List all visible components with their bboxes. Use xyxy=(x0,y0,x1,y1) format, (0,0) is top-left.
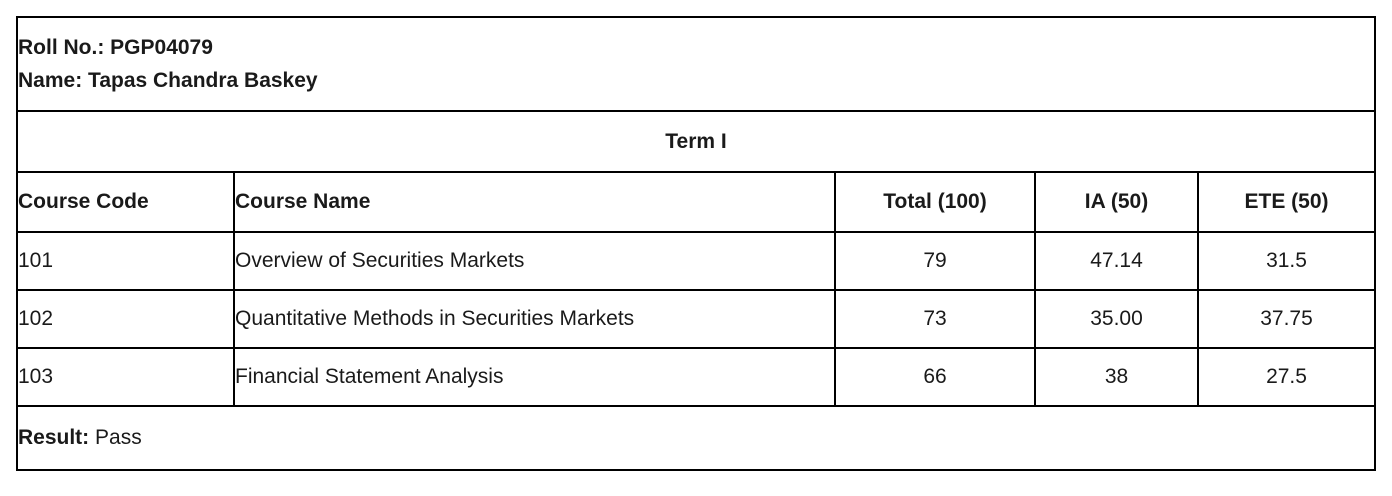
grade-report: Roll No.: PGP04079 Name: Tapas Chandra B… xyxy=(15,16,1377,471)
col-header-course-name: Course Name xyxy=(233,171,836,233)
roll-no-line: Roll No.: PGP04079 xyxy=(18,31,1374,64)
result-row: Result: Pass xyxy=(15,405,1377,471)
result-label: Result: xyxy=(18,426,90,449)
term-row: Term I xyxy=(15,110,1377,173)
col-header-ia: IA (50) xyxy=(1034,171,1199,233)
course-code: 101 xyxy=(16,231,235,291)
course-ia: 47.14 xyxy=(1034,231,1199,291)
course-total: 66 xyxy=(834,347,1036,407)
roll-no-label: Roll No.: xyxy=(18,36,105,59)
course-name: Overview of Securities Markets xyxy=(233,231,836,291)
course-ia: 35.00 xyxy=(1034,289,1199,349)
student-info-row: Roll No.: PGP04079 Name: Tapas Chandra B… xyxy=(15,16,1377,112)
course-code: 103 xyxy=(16,347,235,407)
table-row: 101 Overview of Securities Markets 79 47… xyxy=(16,231,1377,291)
table-row: 103 Financial Statement Analysis 66 38 2… xyxy=(16,347,1377,407)
result-cell: Result: Pass xyxy=(15,405,1377,471)
course-ete: 37.75 xyxy=(1196,289,1377,349)
student-name-label: Name: xyxy=(18,69,83,92)
roll-no-value: PGP04079 xyxy=(110,36,213,59)
student-name-line: Name: Tapas Chandra Baskey xyxy=(18,64,1374,97)
course-ia: 38 xyxy=(1034,347,1199,407)
course-name: Financial Statement Analysis xyxy=(233,347,836,407)
student-name-value: Tapas Chandra Baskey xyxy=(88,69,318,92)
table-row: 102 Quantitative Methods in Securities M… xyxy=(16,289,1377,349)
col-header-total: Total (100) xyxy=(834,171,1036,233)
grade-report-table: Roll No.: PGP04079 Name: Tapas Chandra B… xyxy=(15,16,1377,471)
term-title: Term I xyxy=(15,110,1377,173)
student-info-cell: Roll No.: PGP04079 Name: Tapas Chandra B… xyxy=(15,16,1377,112)
course-code: 102 xyxy=(16,289,235,349)
table-header-row: Course Code Course Name Total (100) IA (… xyxy=(16,171,1377,233)
col-header-course-code: Course Code xyxy=(16,171,235,233)
course-ete: 27.5 xyxy=(1196,347,1377,407)
course-name: Quantitative Methods in Securities Marke… xyxy=(233,289,836,349)
course-total: 73 xyxy=(834,289,1036,349)
result-value: Pass xyxy=(95,426,142,449)
course-total: 79 xyxy=(834,231,1036,291)
course-ete: 31.5 xyxy=(1196,231,1377,291)
col-header-ete: ETE (50) xyxy=(1196,171,1377,233)
